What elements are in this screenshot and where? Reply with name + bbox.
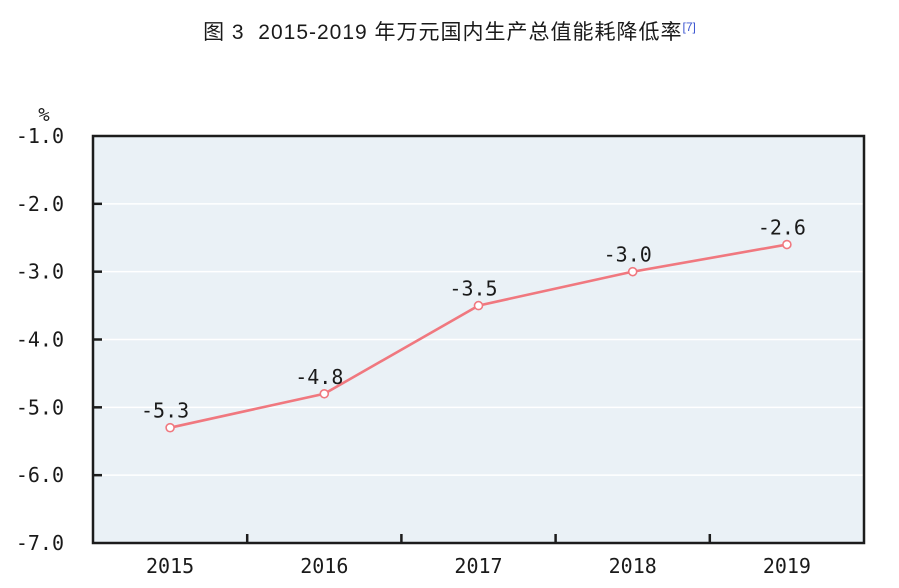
data-point-marker bbox=[627, 266, 638, 277]
x-tick-label: 2019 bbox=[763, 554, 811, 578]
data-point-marker bbox=[165, 422, 175, 433]
x-tick-label: 2016 bbox=[300, 554, 348, 578]
y-tick-label: -6.0 bbox=[16, 463, 64, 487]
data-point-marker bbox=[782, 239, 792, 250]
x-tick-label: 2015 bbox=[146, 554, 194, 578]
y-tick-label: -1.0 bbox=[16, 124, 64, 148]
chart-title-footnote-ref: [7] bbox=[682, 20, 696, 34]
data-point-label: -2.6 bbox=[758, 216, 806, 240]
data-point-label: -5.3 bbox=[141, 399, 189, 423]
y-tick-label: -5.0 bbox=[16, 395, 64, 419]
x-tick-label: 2017 bbox=[454, 554, 502, 578]
data-point-marker bbox=[319, 388, 330, 399]
data-point-label: -3.0 bbox=[604, 243, 652, 267]
y-tick-label: -3.0 bbox=[16, 260, 64, 284]
x-tick-label: 2018 bbox=[609, 554, 657, 578]
y-tick-label: -2.0 bbox=[16, 192, 64, 216]
plot-border bbox=[91, 134, 866, 545]
data-point-label: -4.8 bbox=[295, 365, 343, 389]
y-tick-label: -4.0 bbox=[16, 328, 64, 352]
data-point-marker bbox=[473, 300, 484, 311]
y-tick-label: -7.0 bbox=[16, 531, 64, 555]
data-point-label: -3.5 bbox=[449, 277, 497, 301]
chart-title-text: 图 3 2015-2019 年万元国内生产总值能耗降低率 bbox=[203, 21, 683, 44]
y-axis-unit-label: % bbox=[38, 104, 50, 126]
chart-title: 图 3 2015-2019 年万元国内生产总值能耗降低率[7] bbox=[0, 16, 899, 46]
